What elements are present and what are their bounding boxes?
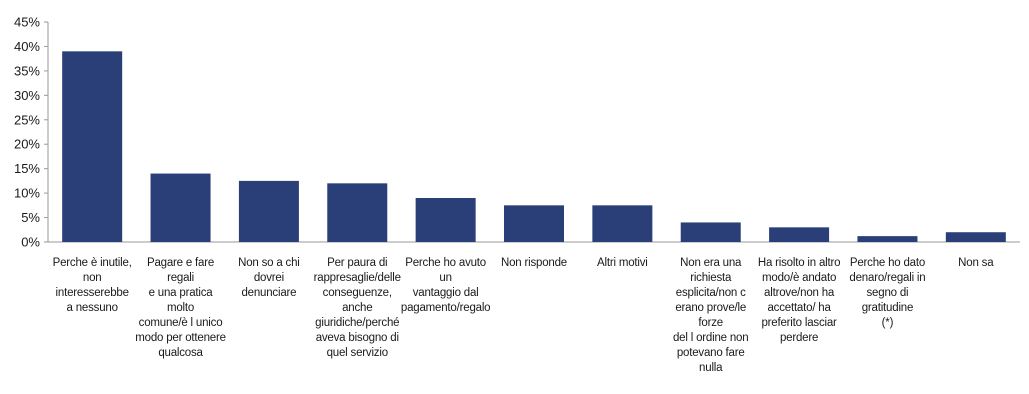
x-category-label: Pagare e fare regali e una pratica molto… [135, 257, 226, 359]
y-tick-label: 0% [21, 235, 40, 250]
bar [769, 227, 830, 242]
y-tick-label: 15% [14, 161, 40, 176]
x-category-label: Ha risolto in altro modo/è andato altrov… [757, 257, 841, 344]
bar [592, 205, 653, 242]
x-category-label: Non so a chi dovrei denunciare [238, 257, 300, 299]
y-tick-label: 20% [14, 137, 40, 152]
x-category-label: Perche ho dato denaro/regali in segno di… [849, 257, 926, 329]
bar [415, 198, 476, 242]
y-tick-label: 35% [14, 63, 40, 78]
y-tick-label: 45% [14, 15, 40, 30]
bar [238, 180, 299, 242]
x-category-label: Non risponde [500, 257, 567, 269]
bar [680, 222, 741, 242]
x-category-label: Perche ho avuto un vantaggio dal pagamen… [400, 257, 491, 314]
y-tick-label: 5% [21, 210, 40, 225]
bar [62, 51, 123, 243]
y-tick-label: 40% [14, 39, 40, 54]
bar [504, 205, 564, 242]
bar [857, 236, 918, 242]
x-category-label: Non sa [958, 257, 994, 269]
x-category-label: Non era una richiesta esplicita/non c er… [672, 257, 749, 374]
y-tick-label: 25% [14, 112, 40, 127]
bar [327, 183, 388, 242]
bar [150, 173, 211, 242]
x-category-label: Perche è inutile, non interesserebbe a n… [52, 257, 132, 314]
x-category-label: Per paura di rappresaglie/delle consegue… [313, 257, 401, 359]
y-tick-label: 10% [14, 186, 40, 201]
x-category-label: Altri motivi [597, 257, 648, 269]
y-tick-label: 30% [14, 88, 40, 103]
bar [945, 232, 1006, 242]
